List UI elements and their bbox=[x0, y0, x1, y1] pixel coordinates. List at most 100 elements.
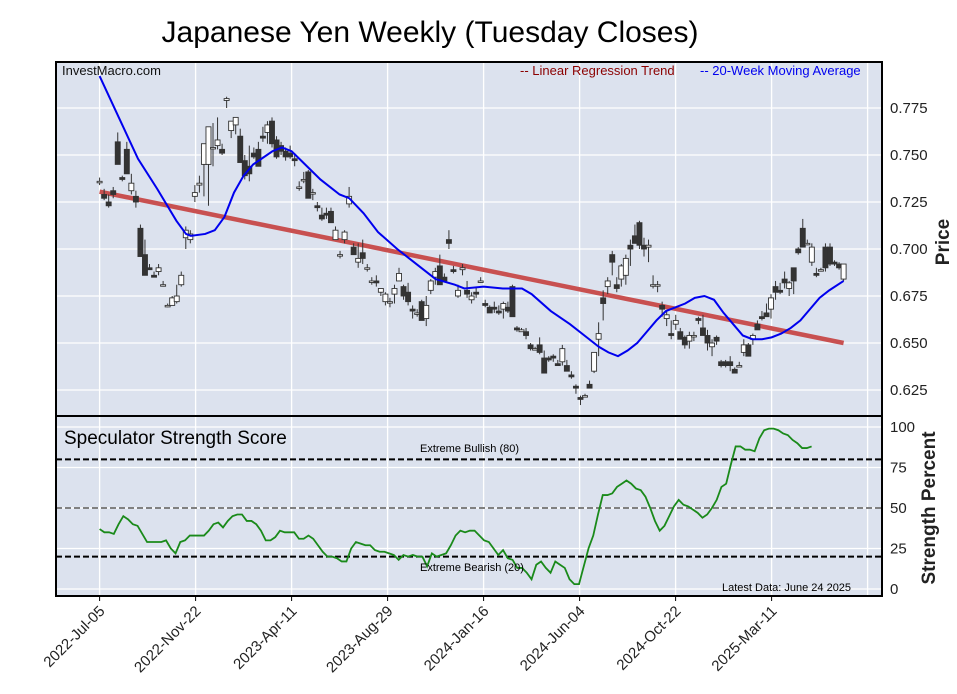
x-tick-label: 2022-Nov-22 bbox=[131, 603, 204, 676]
candle bbox=[754, 320, 761, 331]
candle bbox=[318, 207, 325, 221]
candle bbox=[341, 230, 348, 244]
candle-body bbox=[128, 182, 135, 192]
candle-body bbox=[568, 374, 575, 378]
candle-body bbox=[155, 267, 162, 273]
candle bbox=[382, 292, 389, 306]
candlesticks bbox=[96, 96, 847, 406]
candle-body bbox=[386, 301, 393, 304]
candle bbox=[119, 175, 126, 182]
candle bbox=[232, 116, 239, 135]
moving-average-line bbox=[98, 75, 845, 358]
x-tick-label: 2024-Jan-16 bbox=[421, 603, 493, 675]
price-tick-label: 0.625 bbox=[890, 382, 928, 399]
candle-body bbox=[559, 348, 566, 363]
candle-body bbox=[450, 269, 457, 273]
candle-body bbox=[550, 355, 557, 359]
candle bbox=[114, 132, 121, 165]
candle-body bbox=[232, 116, 239, 126]
candle bbox=[178, 271, 185, 287]
candle bbox=[400, 284, 407, 300]
candle-body bbox=[436, 265, 443, 286]
candle-body bbox=[455, 289, 461, 297]
candle bbox=[713, 335, 720, 345]
candle-body bbox=[459, 267, 466, 271]
candle bbox=[396, 267, 402, 282]
candle bbox=[572, 384, 579, 394]
candle-body bbox=[695, 318, 702, 321]
candle-body bbox=[146, 267, 153, 271]
x-tick-label: 2024-Oct-22 bbox=[613, 603, 684, 674]
legend-moving-average: -- 20-Week Moving Average bbox=[700, 63, 861, 78]
candle bbox=[173, 284, 180, 304]
x-ticks: 2022-Jul-05 2022-Nov-22 2023-Apr-11 2023-Au… bbox=[40, 596, 780, 676]
candle-body bbox=[255, 148, 262, 167]
candle bbox=[817, 267, 824, 272]
candle bbox=[523, 327, 529, 340]
candle bbox=[132, 190, 139, 208]
candle-body bbox=[269, 120, 275, 145]
candle-body bbox=[795, 248, 802, 254]
candle bbox=[160, 280, 167, 287]
candle-body bbox=[137, 227, 144, 257]
candle-body bbox=[541, 357, 548, 374]
candle-body bbox=[178, 274, 185, 286]
candle bbox=[364, 264, 371, 272]
candle bbox=[704, 329, 711, 351]
candle bbox=[110, 186, 117, 199]
candle-body bbox=[477, 280, 484, 283]
price-plot-background bbox=[56, 62, 882, 416]
candle bbox=[595, 322, 602, 357]
candle bbox=[545, 356, 552, 362]
candle-body bbox=[518, 329, 525, 333]
candle bbox=[164, 303, 171, 308]
strength-plot-background bbox=[56, 416, 882, 596]
candle bbox=[768, 294, 774, 319]
candle bbox=[105, 194, 112, 208]
candle-body bbox=[536, 344, 543, 353]
candle bbox=[486, 305, 493, 314]
candle-body bbox=[686, 335, 693, 342]
candle-body bbox=[840, 263, 847, 280]
candle-body bbox=[464, 289, 471, 295]
candle-body bbox=[196, 182, 203, 186]
candle-body bbox=[391, 288, 398, 295]
candle-body bbox=[731, 368, 738, 374]
candle-body bbox=[772, 286, 779, 293]
candle bbox=[772, 280, 779, 300]
candle bbox=[101, 188, 108, 201]
candle-body bbox=[595, 333, 602, 340]
strength-path bbox=[99, 427, 812, 586]
candle-body bbox=[813, 272, 820, 276]
x-tick-label: 2025-Mar-11 bbox=[708, 603, 780, 675]
candle bbox=[482, 299, 489, 308]
candle-body bbox=[105, 201, 112, 207]
candle-body bbox=[704, 335, 711, 344]
candle-body bbox=[709, 342, 715, 348]
strength-title: Speculator Strength Score bbox=[64, 428, 287, 449]
candle bbox=[305, 170, 312, 199]
strength-y-ticks: 0 25 50 75 100 bbox=[890, 419, 915, 598]
candle bbox=[554, 359, 561, 367]
candle bbox=[228, 120, 235, 139]
x-tick-label: 2023-Aug-29 bbox=[323, 603, 396, 676]
candle bbox=[709, 339, 715, 357]
candle-body bbox=[700, 327, 706, 336]
candle bbox=[287, 145, 294, 159]
strength-y-label: Strength Percent bbox=[919, 431, 940, 585]
candle-body bbox=[591, 351, 598, 372]
candle bbox=[790, 267, 797, 295]
candle bbox=[296, 181, 303, 191]
candle-body bbox=[622, 257, 629, 276]
candle bbox=[210, 123, 216, 167]
candle bbox=[627, 239, 634, 266]
price-tick-label: 0.650 bbox=[890, 335, 928, 352]
candle bbox=[155, 264, 162, 276]
strength-tick-label: 0 bbox=[890, 581, 898, 598]
candle-body bbox=[727, 361, 734, 367]
candle bbox=[550, 354, 557, 362]
candle bbox=[799, 218, 806, 248]
candle-body bbox=[690, 335, 697, 338]
candle bbox=[514, 326, 520, 332]
candle bbox=[332, 226, 339, 241]
